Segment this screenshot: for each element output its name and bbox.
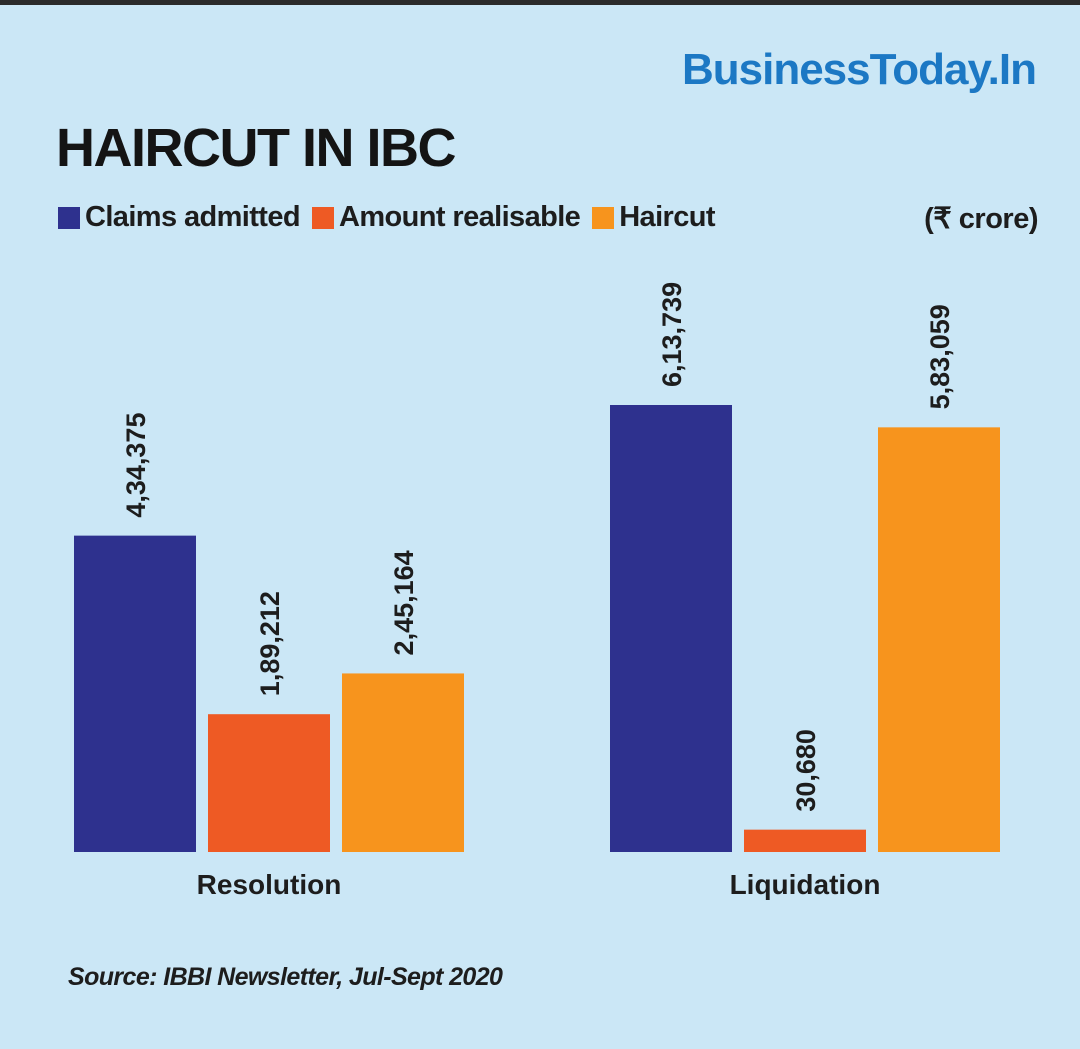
value-label-liquidation-haircut: 5,83,059 xyxy=(925,304,955,409)
bar-resolution-amount-realisable xyxy=(208,714,330,852)
chart-legend: Claims admitted Amount realisable Haircu… xyxy=(58,201,727,234)
value-label-liquidation-claims-admitted: 6,13,739 xyxy=(657,282,687,387)
legend-label-haircut: Haircut xyxy=(619,201,715,233)
legend-item-haircut: Haircut xyxy=(592,201,716,234)
category-label-liquidation: Liquidation xyxy=(730,869,881,900)
value-label-resolution-amount-realisable: 1,89,212 xyxy=(255,591,285,696)
value-label-resolution-claims-admitted: 4,34,375 xyxy=(121,413,151,518)
bar-resolution-claims-admitted xyxy=(74,535,196,852)
category-label-resolution: Resolution xyxy=(197,869,342,900)
legend-item-amount-realisable: Amount realisable xyxy=(312,201,581,234)
bar-chart: 4,34,375 1,89,212 2,45,164 Resolution 6,13,7… xyxy=(74,282,1000,900)
legend-label-amount-realisable: Amount realisable xyxy=(339,201,581,233)
legend-label-claims-admitted: Claims admitted xyxy=(85,201,301,233)
source-note: Source: IBBI Newsletter, Jul-Sept 2020 xyxy=(68,963,503,991)
bar-liquidation-amount-realisable xyxy=(744,829,866,852)
unit-label: (₹ crore) xyxy=(924,203,1038,235)
bar-resolution-haircut xyxy=(342,673,464,852)
brand-logo: BusinessToday.In xyxy=(681,45,1037,94)
chart-title: HAIRCUT IN IBC xyxy=(56,118,456,178)
bar-liquidation-haircut xyxy=(878,427,1000,852)
value-label-resolution-haircut: 2,45,164 xyxy=(389,550,419,655)
infographic-card: BusinessToday.In HAIRCUT IN IBC Claims a… xyxy=(0,5,1080,1049)
legend-swatch-amount-realisable xyxy=(312,206,334,229)
legend-swatch-claims-admitted xyxy=(58,206,80,229)
legend-item-claims-admitted: Claims admitted xyxy=(58,201,301,234)
bar-liquidation-claims-admitted xyxy=(610,405,732,852)
value-label-liquidation-amount-realisable: 30,680 xyxy=(791,729,821,812)
legend-swatch-haircut xyxy=(592,206,615,229)
